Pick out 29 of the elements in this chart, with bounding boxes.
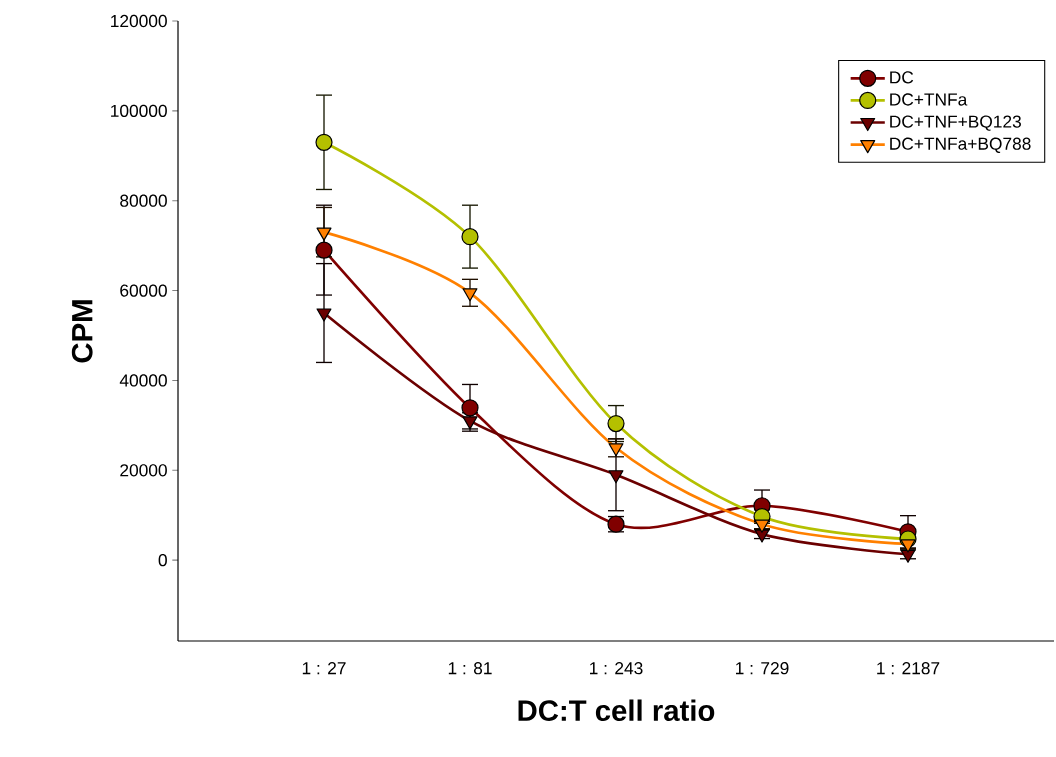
y-tick-label: 0 — [158, 553, 167, 567]
point — [461, 228, 479, 246]
y-axis-title: CPM — [71, 300, 93, 363]
legend-label: DC+TNFa — [890, 93, 968, 106]
legend-label: DC — [890, 71, 914, 84]
y-tick-label: 120000 — [111, 14, 167, 28]
y-tick-label: 80000 — [120, 194, 167, 207]
point — [315, 241, 333, 259]
point — [462, 416, 478, 430]
x-tick-label: 1 : 27 — [302, 662, 346, 675]
point — [607, 414, 625, 433]
legend-label: DC+TNFa+BQ788 — [890, 137, 1031, 153]
point — [900, 539, 916, 553]
point — [316, 227, 332, 241]
point — [608, 470, 624, 484]
x-tick-label: 1 : 81 — [448, 662, 492, 675]
y-tick-label: 100000 — [111, 104, 167, 117]
y-tick-label: 60000 — [120, 284, 167, 297]
point — [462, 288, 478, 302]
x-tick-label: 1 : 2187 — [877, 662, 940, 675]
point — [316, 308, 332, 322]
point — [315, 133, 333, 151]
y-tick-label: 20000 — [120, 464, 167, 477]
point — [461, 399, 479, 417]
x-tick-label: 1 : 243 — [590, 662, 643, 675]
x-tick-label: 1 : 729 — [736, 662, 789, 675]
x-axis-title: DC:T cell ratio — [518, 699, 715, 722]
y-tick-label: 40000 — [119, 374, 167, 387]
legend-label: DC+TNF+BQ123 — [890, 115, 1021, 131]
